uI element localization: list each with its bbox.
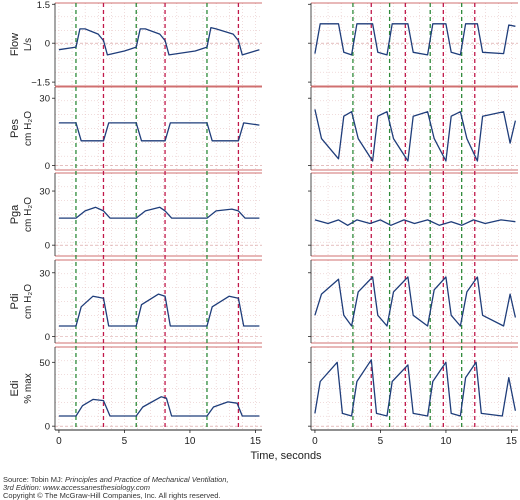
y-tick-label: 30 bbox=[39, 187, 50, 198]
x-tick-label: 0 bbox=[56, 436, 62, 447]
y-tick-label: −1.5 bbox=[31, 78, 50, 89]
y-tick-label: 30 bbox=[39, 94, 50, 105]
y-tick-label: 0 bbox=[45, 422, 50, 433]
y-tick-label: 0 bbox=[45, 241, 50, 252]
y-tick-label: 50 bbox=[39, 358, 50, 369]
panel-unit: % max bbox=[23, 373, 34, 404]
marker-layer bbox=[75, 3, 476, 430]
panel-unit: cm H₂O bbox=[23, 197, 34, 232]
panel-title: Flow bbox=[9, 33, 21, 56]
source-line-2: 3rd Edition: www.accessanesthesiology.co… bbox=[3, 483, 150, 492]
x-tick-label: 0 bbox=[312, 436, 318, 447]
panel-title: Edi bbox=[9, 381, 21, 397]
source-line-1: Source: Tobin MJ: Principles and Practic… bbox=[3, 475, 229, 484]
y-tick-label: 0 bbox=[45, 161, 50, 172]
panel-unit: cm H₂O bbox=[23, 111, 34, 146]
x-tick-label: 5 bbox=[122, 436, 128, 447]
x-tick-label: 10 bbox=[440, 436, 452, 447]
panel-unit: L/s bbox=[23, 38, 34, 51]
trace-pes bbox=[314, 109, 517, 162]
y-tick-label: 0 bbox=[45, 332, 50, 343]
source-edition: 3rd Edition: www.accessanesthesiology.co… bbox=[3, 483, 151, 492]
trace-pga bbox=[58, 206, 260, 219]
trace-pdi bbox=[58, 293, 260, 327]
trace-pdi bbox=[314, 276, 517, 327]
grid-layer bbox=[52, 2, 518, 433]
x-tick-label: 10 bbox=[184, 436, 196, 447]
trace-pga bbox=[314, 219, 516, 226]
x-tick-label: 5 bbox=[378, 436, 384, 447]
source-prefix: Source: Tobin MJ: bbox=[3, 475, 65, 484]
trace-layer bbox=[58, 23, 517, 417]
y-tick-label: 30 bbox=[39, 268, 50, 279]
source-book-title: Principles and Practice of Mechanical Ve… bbox=[64, 475, 229, 484]
trace-pes bbox=[58, 122, 260, 142]
panel-unit: cm H₂O bbox=[23, 284, 34, 319]
trace-flow bbox=[314, 23, 516, 56]
source-copyright-text: Copyright © The McGraw-Hill Companies, I… bbox=[3, 491, 221, 500]
x-tick-label: 15 bbox=[250, 436, 262, 447]
x-axis-label: Time, seconds bbox=[250, 450, 322, 462]
source-copyright: Copyright © The McGraw-Hill Companies, I… bbox=[3, 491, 221, 500]
y-tick-label: 1.5 bbox=[37, 0, 50, 11]
panel-title: Pga bbox=[9, 204, 21, 224]
trace-flow bbox=[58, 26, 260, 56]
x-tick-label: 15 bbox=[506, 436, 518, 447]
trace-edi bbox=[58, 396, 260, 417]
y-tick-label: 0 bbox=[45, 39, 50, 50]
panel-title: Pdi bbox=[9, 294, 21, 310]
panel-title: Pes bbox=[9, 119, 21, 138]
trace-edi bbox=[314, 359, 517, 417]
